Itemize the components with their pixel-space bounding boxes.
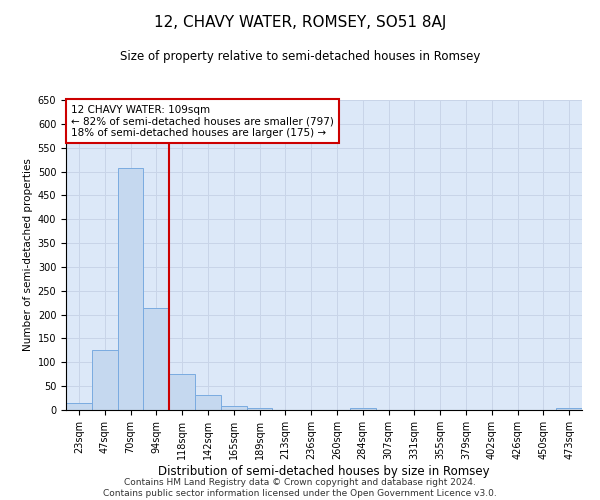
Text: Contains HM Land Registry data © Crown copyright and database right 2024.
Contai: Contains HM Land Registry data © Crown c… [103, 478, 497, 498]
Bar [195, 394, 221, 410]
Bar [350, 408, 376, 410]
Bar [247, 408, 272, 410]
Y-axis label: Number of semi-detached properties: Number of semi-detached properties [23, 158, 34, 352]
Bar [556, 408, 582, 410]
Text: Size of property relative to semi-detached houses in Romsey: Size of property relative to semi-detach… [120, 50, 480, 63]
Bar [221, 406, 247, 410]
X-axis label: Distribution of semi-detached houses by size in Romsey: Distribution of semi-detached houses by … [158, 464, 490, 477]
Bar [169, 374, 195, 410]
Bar [118, 168, 143, 410]
Text: 12 CHAVY WATER: 109sqm
← 82% of semi-detached houses are smaller (797)
18% of se: 12 CHAVY WATER: 109sqm ← 82% of semi-det… [71, 104, 334, 138]
Bar [92, 350, 118, 410]
Bar [143, 308, 169, 410]
Text: 12, CHAVY WATER, ROMSEY, SO51 8AJ: 12, CHAVY WATER, ROMSEY, SO51 8AJ [154, 15, 446, 30]
Bar [66, 403, 92, 410]
